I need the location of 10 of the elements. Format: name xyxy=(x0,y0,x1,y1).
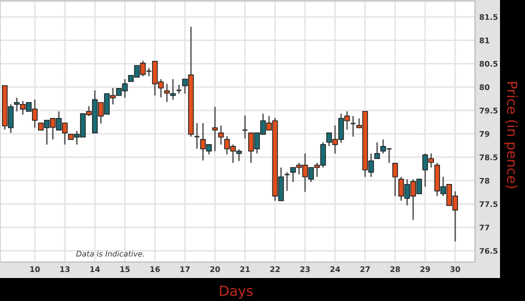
candlestick xyxy=(386,148,392,164)
y-axis-title: Price (in pence) xyxy=(504,82,518,188)
candlestick xyxy=(194,122,200,150)
candlestick xyxy=(374,142,380,160)
candlestick xyxy=(212,106,218,152)
candlestick xyxy=(392,162,398,197)
candlestick xyxy=(242,114,248,140)
candlestick xyxy=(218,124,224,146)
candlestick xyxy=(380,138,386,154)
x-axis-title: Days xyxy=(220,286,253,299)
